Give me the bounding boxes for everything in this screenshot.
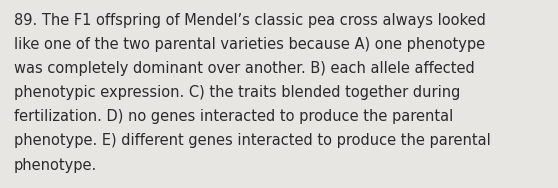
Text: phenotype. E) different genes interacted to produce the parental: phenotype. E) different genes interacted… [14,133,490,149]
Text: phenotypic expression. C) the traits blended together during: phenotypic expression. C) the traits ble… [14,85,460,100]
Text: like one of the two parental varieties because A) one phenotype: like one of the two parental varieties b… [14,37,485,52]
Text: was completely dominant over another. B) each allele affected: was completely dominant over another. B)… [14,61,475,76]
Text: fertilization. D) no genes interacted to produce the parental: fertilization. D) no genes interacted to… [14,109,453,124]
Text: 89. The F1 offspring of Mendel’s classic pea cross always looked: 89. The F1 offspring of Mendel’s classic… [14,13,486,28]
Text: phenotype.: phenotype. [14,158,97,173]
